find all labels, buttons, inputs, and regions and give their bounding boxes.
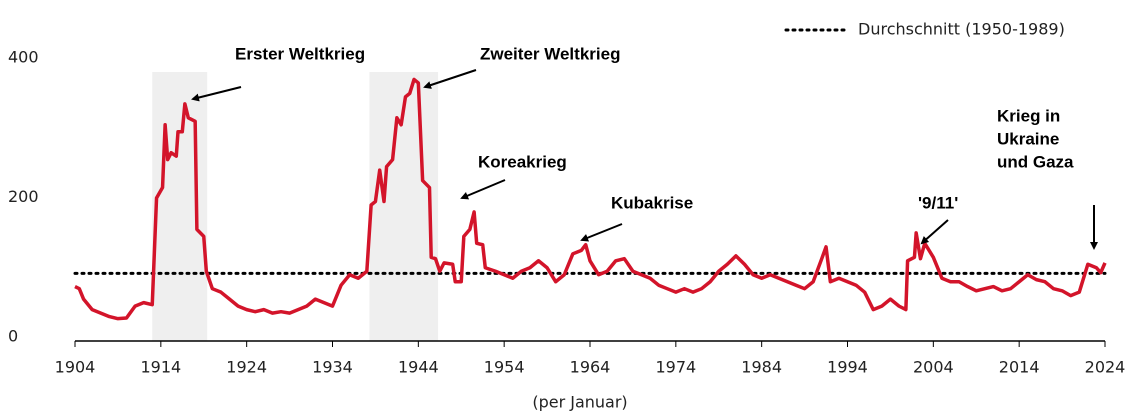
x-tick-label: 1994 xyxy=(827,358,868,377)
shaded-period xyxy=(152,72,208,341)
x-tick-label: 2024 xyxy=(1085,358,1126,377)
x-tick-label: 1934 xyxy=(312,358,353,377)
x-axis-label: (per Januar) xyxy=(532,393,627,412)
annotation: Krieg in xyxy=(997,106,1060,125)
x-tick-label: 1914 xyxy=(140,358,181,377)
x-tick-label: 1924 xyxy=(226,358,267,377)
y-tick-label: 0 xyxy=(8,327,18,346)
x-tick-label: 1974 xyxy=(655,358,696,377)
legend-label: Durchschnitt (1950-1989) xyxy=(858,20,1065,39)
annotation-arrow xyxy=(460,179,506,200)
y-tick-label: 400 xyxy=(8,48,39,67)
x-tick-label: 2004 xyxy=(913,358,954,377)
x-tick-label: 1954 xyxy=(484,358,525,377)
y-tick-label: 200 xyxy=(8,187,39,206)
x-tick-label: 1904 xyxy=(55,358,96,377)
annotation-arrow xyxy=(580,223,623,242)
annotation: '9/11' xyxy=(918,193,958,212)
x-tick-label: 1944 xyxy=(398,358,439,377)
annotation: und Gaza xyxy=(997,152,1074,171)
x-tick-label: 2014 xyxy=(999,358,1040,377)
annotation: Zweiter Weltkrieg xyxy=(480,44,620,63)
data-line xyxy=(74,77,1107,321)
annotation: Koreakrieg xyxy=(478,152,567,171)
annotation-arrow xyxy=(920,219,949,245)
annotation: Ukraine xyxy=(997,129,1059,148)
x-tick-label: 1984 xyxy=(741,358,782,377)
annotation: Erster Weltkrieg xyxy=(235,44,365,63)
annotation-arrow xyxy=(423,69,477,89)
x-tick-label: 1964 xyxy=(570,358,611,377)
annotation: Kubakrise xyxy=(611,193,693,212)
annotation-arrow xyxy=(191,86,242,102)
